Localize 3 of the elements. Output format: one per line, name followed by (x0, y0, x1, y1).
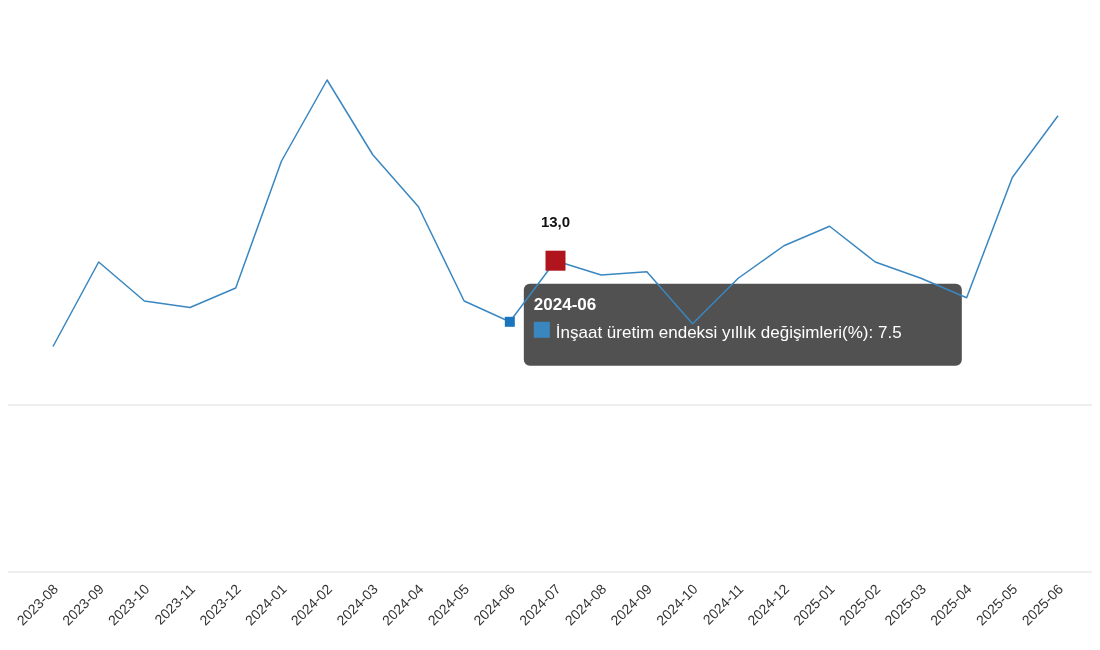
annotation: İnşaat üretim endeksi yıllık değişimleri(%): 7.5 (555, 322, 902, 342)
annotation: 2024-06 (533, 294, 597, 314)
annotation: 13,0 (540, 212, 571, 230)
